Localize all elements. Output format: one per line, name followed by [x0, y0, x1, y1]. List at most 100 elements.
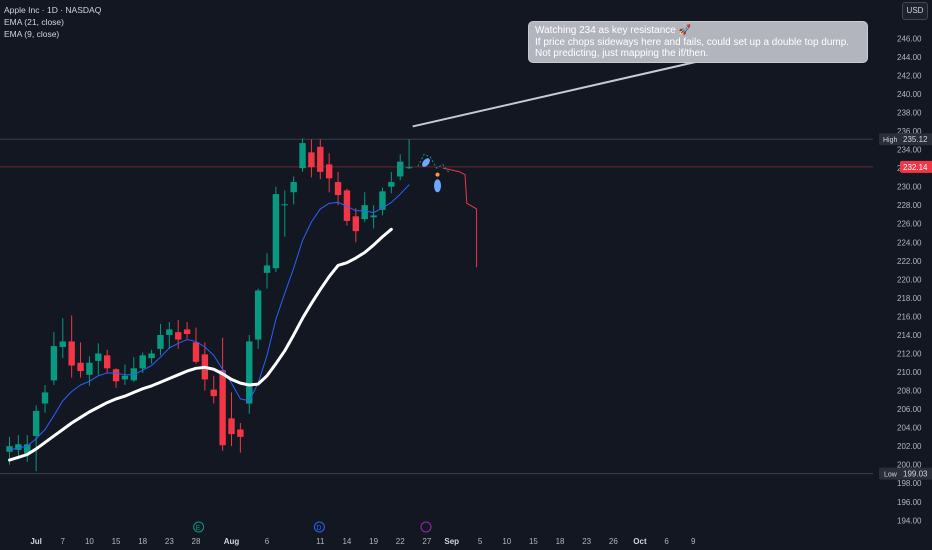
x-tick-label: 19	[369, 537, 378, 546]
candle-body[interactable]	[317, 146, 324, 172]
candle-body[interactable]	[112, 369, 120, 382]
candle-body[interactable]	[86, 362, 93, 375]
ema-21-line[interactable]	[8, 227, 393, 462]
y-tick-label: 228.00	[897, 201, 922, 210]
candle-body[interactable]	[308, 152, 315, 168]
event-marker[interactable]	[193, 521, 205, 533]
x-tick-label: 27	[422, 537, 431, 546]
y-tick-label: 222.00	[897, 257, 922, 266]
x-tick-label: 11	[316, 537, 325, 546]
symbol-title[interactable]: Apple Inc · 1D · NASDAQ	[4, 5, 102, 15]
candle-body[interactable]	[263, 265, 271, 273]
candle-body[interactable]	[237, 429, 244, 437]
y-tick-label: 244.00	[897, 53, 922, 62]
y-tick-label: 194.00	[897, 516, 922, 525]
candle-body[interactable]	[405, 167, 413, 169]
candle-body[interactable]	[397, 161, 404, 177]
low-badge	[900, 467, 932, 480]
candle-body[interactable]	[32, 410, 40, 436]
candle-body[interactable]	[299, 143, 306, 169]
high-tag	[879, 133, 901, 146]
x-tick-label: 6	[664, 537, 669, 546]
event-marker[interactable]	[420, 521, 432, 533]
x-tick-label: 7	[61, 537, 66, 546]
candle-body[interactable]	[183, 329, 191, 335]
candle-body[interactable]	[148, 353, 155, 359]
candle-body[interactable]	[175, 332, 182, 340]
ema-21-legend[interactable]: EMA (21, close)	[4, 17, 64, 27]
candle-body[interactable]	[192, 342, 200, 362]
candle-body[interactable]	[24, 444, 31, 454]
low-tag	[879, 467, 901, 480]
y-tick-label: 216.00	[897, 312, 922, 321]
candle-body[interactable]	[254, 290, 262, 340]
candle-body[interactable]	[157, 334, 164, 349]
x-tick-label: 14	[342, 537, 351, 546]
candle-body[interactable]	[41, 392, 49, 404]
candle-body[interactable]	[219, 370, 226, 446]
x-tick-label: 28	[192, 537, 201, 546]
candle-body[interactable]	[334, 182, 342, 196]
y-tick-label: 198.00	[897, 479, 922, 488]
y-tick-label: 212.00	[897, 349, 922, 358]
ema-9-legend[interactable]: EMA (9, close)	[4, 29, 60, 39]
candle-body[interactable]	[370, 215, 377, 218]
x-tick-label: Sep	[444, 537, 459, 546]
candle-body[interactable]	[325, 164, 333, 179]
annotation-pointer	[412, 60, 701, 128]
candle-body[interactable]	[15, 444, 22, 450]
high-label: High	[883, 137, 898, 144]
y-tick-label: 226.00	[897, 220, 922, 229]
candle-body[interactable]	[210, 389, 217, 397]
y-tick-label: 200.00	[897, 461, 922, 470]
candle-body[interactable]	[228, 418, 235, 435]
low-value: 199.03	[903, 470, 928, 479]
candle-body[interactable]	[121, 375, 129, 380]
y-tick-label: 230.00	[897, 183, 922, 192]
low-label: Low	[884, 472, 898, 479]
candle-body[interactable]	[281, 204, 288, 206]
candle-body[interactable]	[139, 355, 146, 369]
candle-body[interactable]	[166, 329, 173, 335]
rocket-icon	[422, 158, 430, 167]
x-tick-label: 15	[112, 537, 121, 546]
annotation-callout[interactable]: Watching 234 as key resistance 🚀 If pric…	[528, 21, 868, 63]
y-tick-label: 234.00	[897, 146, 922, 155]
x-tick-label: 23	[165, 537, 174, 546]
candle-body[interactable]	[272, 194, 280, 269]
last-price-value: 232.14	[903, 163, 928, 172]
x-tick-label: 10	[85, 537, 94, 546]
x-tick-label: 5	[478, 537, 483, 546]
candle-body[interactable]	[68, 341, 75, 366]
candle-body[interactable]	[6, 446, 13, 452]
candle-body[interactable]	[388, 182, 395, 187]
candle-body[interactable]	[361, 205, 368, 220]
annotation-line-2: If price chops sideways here and fails, …	[535, 36, 850, 48]
annotation-line-3: Not predicting, just mapping the if/then…	[535, 48, 709, 59]
candle-body[interactable]	[59, 341, 66, 348]
ema-9-line[interactable]	[9, 184, 410, 451]
candle-body[interactable]	[95, 353, 102, 361]
y-tick-label: 246.00	[897, 34, 922, 43]
y-tick-label: 206.00	[897, 405, 922, 414]
candle-body[interactable]	[290, 182, 297, 193]
candle-body[interactable]	[246, 341, 253, 404]
candle-body[interactable]	[352, 216, 360, 232]
currency-button[interactable]: USD	[902, 2, 928, 20]
high-badge	[900, 133, 932, 146]
x-tick-label: 26	[609, 537, 618, 546]
event-marker-label: E	[196, 525, 201, 532]
x-tick-label: 15	[529, 537, 538, 546]
x-tick-label: 23	[582, 537, 591, 546]
event-marker[interactable]	[313, 521, 325, 533]
candle-body[interactable]	[50, 346, 58, 381]
candle-body[interactable]	[379, 191, 386, 210]
candle-body[interactable]	[103, 355, 111, 369]
x-tick-label: 10	[502, 537, 511, 546]
y-tick-label: 204.00	[897, 424, 922, 433]
x-tick-label: Oct	[633, 537, 647, 546]
x-tick-label: Jul	[30, 537, 42, 546]
candle-body[interactable]	[77, 362, 84, 372]
